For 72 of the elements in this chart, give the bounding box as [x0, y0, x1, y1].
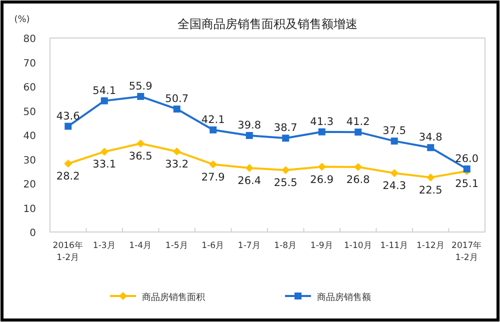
data-label: 42.1 [201, 114, 225, 126]
point [318, 162, 326, 171]
point [210, 126, 217, 134]
data-label: 41.3 [310, 116, 334, 128]
data-label: 50.7 [165, 93, 189, 106]
point [354, 163, 362, 172]
point [354, 128, 362, 136]
data-label: 39.8 [238, 119, 262, 132]
x-tick-label: 1-11月 [380, 241, 409, 251]
point [282, 166, 290, 174]
chart-title: 全国商品房销售面积及销售额增速 [178, 17, 358, 31]
data-label: 33.2 [165, 158, 189, 170]
point [318, 128, 326, 136]
x-tick-label: 1-5月 [165, 241, 188, 251]
point [390, 169, 398, 178]
data-label: 26.8 [346, 174, 370, 186]
point [245, 164, 254, 172]
data-label: 38.7 [274, 122, 298, 134]
data-label: 37.5 [382, 125, 406, 138]
y-axis-title: (%) [14, 15, 30, 25]
data-label: 36.5 [128, 150, 152, 162]
point [100, 148, 108, 156]
point [390, 138, 398, 145]
data-label: 41.2 [346, 116, 370, 128]
y-tick-label: 30 [23, 155, 36, 166]
point [137, 92, 144, 100]
data-label: 54.1 [92, 84, 116, 97]
data-label: 26.9 [310, 174, 334, 186]
point [172, 147, 181, 156]
y-tick-label: 80 [23, 34, 36, 45]
data-label: 26.0 [455, 152, 479, 165]
x-tick-label: 2017年 1-2月 [452, 240, 482, 263]
legend-label: 商品房销售额 [317, 292, 371, 303]
x-tick-label: 2016年 1-2月 [52, 240, 84, 263]
point [209, 160, 218, 168]
data-label: 22.5 [418, 184, 442, 196]
point [100, 97, 108, 104]
data-label: 26.4 [238, 174, 262, 187]
data-label: 34.8 [418, 132, 442, 144]
data-label: 43.6 [56, 110, 80, 122]
point [246, 132, 253, 139]
data-label: 55.9 [128, 80, 152, 92]
x-tick-label: 1-9月 [310, 241, 334, 251]
point [427, 144, 434, 152]
y-tick-label: 60 [23, 82, 36, 94]
y-tick-label: 20 [23, 180, 36, 190]
y-tick-label: 10 [23, 204, 36, 215]
point [64, 122, 72, 130]
y-tick-label: 70 [23, 58, 36, 70]
point [282, 134, 290, 142]
y-tick-label: 0 [30, 228, 36, 239]
x-tick-label: 1-3月 [92, 241, 116, 251]
point [64, 160, 72, 168]
x-tick-label: 1-8月 [274, 241, 298, 251]
x-tick-label: 1-4月 [129, 241, 152, 251]
x-tick-label: 1-7月 [238, 241, 261, 251]
y-tick-label: 50 [23, 106, 36, 118]
data-label: 28.2 [56, 170, 80, 183]
legend-label: 商品房销售面积 [142, 292, 205, 303]
data-label: 25.1 [455, 178, 479, 190]
point [136, 139, 145, 148]
data-label: 25.5 [274, 177, 298, 190]
x-tick-label: 1-10月 [344, 241, 372, 251]
x-tick-label: 1-12月 [416, 241, 445, 251]
point [173, 106, 180, 113]
data-label: 24.3 [382, 180, 406, 192]
point [463, 165, 470, 172]
y-tick-label: 40 [23, 131, 36, 142]
data-label: 33.1 [92, 158, 116, 171]
point [426, 173, 435, 182]
x-tick-label: 1-6月 [202, 241, 225, 251]
data-label: 27.9 [201, 171, 225, 184]
